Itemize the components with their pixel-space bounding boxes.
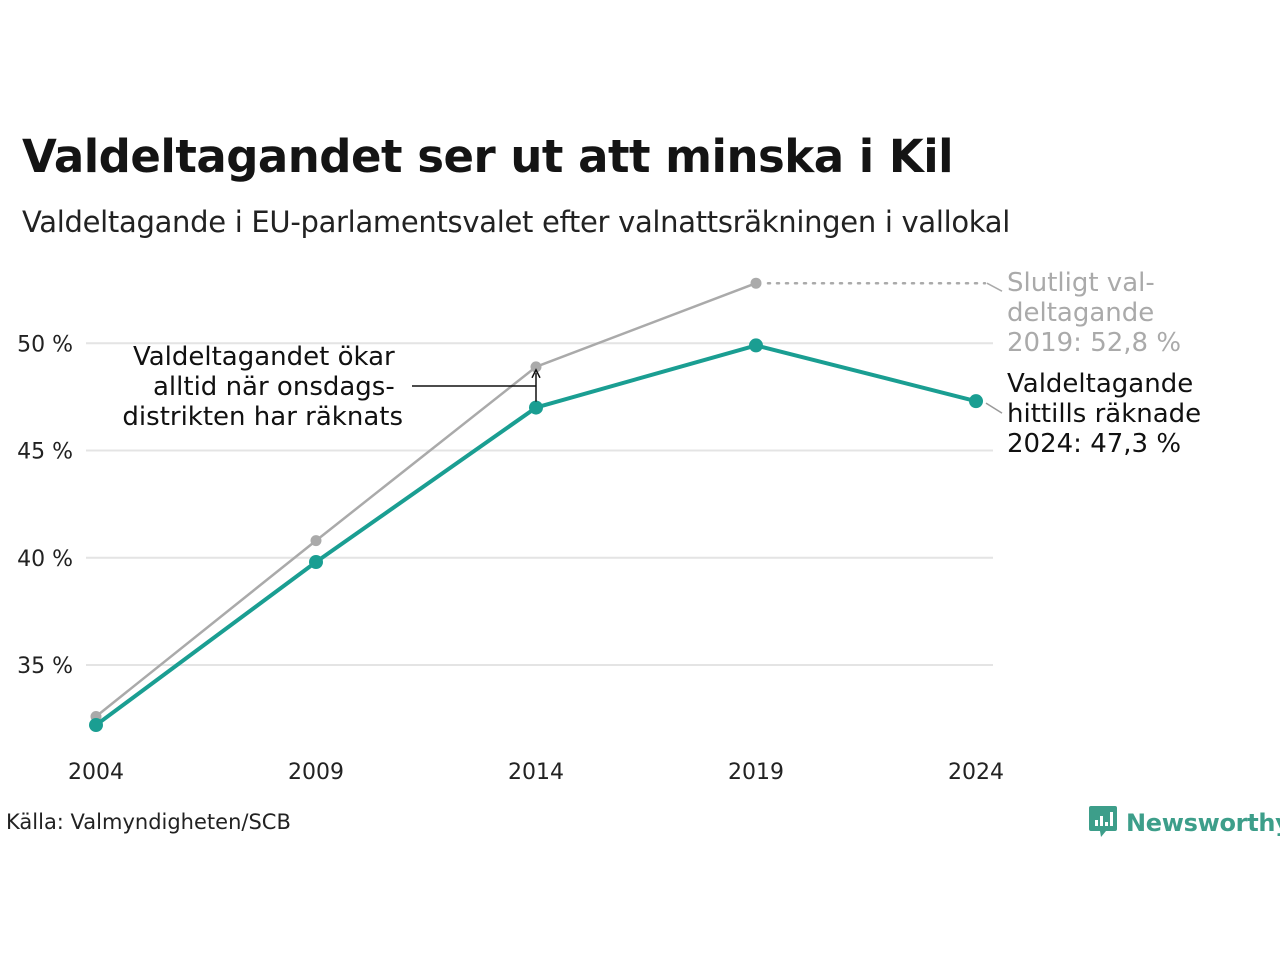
x-axis-ticks: 2004 2009 2014 2019 2024	[68, 760, 1004, 785]
final-data-point	[530, 361, 542, 373]
current-data-point	[969, 394, 983, 409]
x-tick-label: 2014	[508, 760, 564, 785]
y-tick-label: 45 %	[17, 440, 73, 465]
note-annotation: Valdeltagandet ökar alltid när onsdags- …	[122, 342, 403, 432]
x-tick-label: 2019	[728, 760, 784, 785]
y-tick-label: 35 %	[17, 654, 73, 679]
chart-title: Valdeltagandet ser ut att minska i Kil	[22, 130, 954, 183]
current-label-connector	[985, 402, 1003, 414]
newsworthy-logo-icon	[1088, 804, 1118, 842]
current-label-line: 2024: 47,3 %	[1007, 429, 1181, 459]
final-turnout-label: Slutligt val- deltagande 2019: 52,8 %	[1007, 268, 1181, 358]
current-label-line: Valdeltagande	[1007, 369, 1193, 399]
x-tick-label: 2004	[68, 760, 124, 785]
final-label-connector	[986, 282, 1003, 292]
current-turnout-label: Valdeltagande hittills räknade 2024: 47,…	[1007, 369, 1209, 459]
y-tick-label: 40 %	[17, 547, 73, 572]
x-tick-label: 2024	[948, 760, 1004, 785]
y-tick-label: 50 %	[17, 332, 73, 357]
brand-name: Newsworthy	[1126, 809, 1280, 837]
grid-lines	[86, 342, 993, 666]
note-line: distrikten har räknats	[122, 402, 403, 432]
brand-logo: Newsworthy	[1088, 804, 1280, 842]
chart-subtitle: Valdeltagande i EU-parlamentsvalet efter…	[22, 205, 1010, 239]
current-data-point	[89, 718, 103, 733]
current-data-point	[309, 555, 323, 570]
y-axis-ticks: 35 % 40 % 45 % 50 %	[17, 332, 73, 679]
series	[89, 277, 983, 733]
final-label-line: Slutligt val-	[1007, 268, 1155, 298]
final-data-point	[750, 277, 762, 289]
source-note: Källa: Valmyndigheten/SCB	[6, 810, 291, 834]
current-data-point	[529, 400, 543, 415]
current-label-line: hittills räknade	[1007, 399, 1201, 429]
final-series-line	[94, 281, 758, 718]
final-label-line: deltagande	[1007, 298, 1154, 328]
x-tick-label: 2009	[288, 760, 344, 785]
current-data-point	[749, 338, 763, 353]
annotations: Slutligt val- deltagande 2019: 52,8 % Va…	[122, 268, 1209, 459]
note-line: alltid när onsdags-	[153, 372, 395, 402]
note-arrowhead	[531, 368, 541, 379]
note-line: Valdeltagandet ökar	[133, 342, 395, 372]
final-data-point	[310, 535, 322, 547]
final-label-line: 2019: 52,8 %	[1007, 328, 1181, 358]
